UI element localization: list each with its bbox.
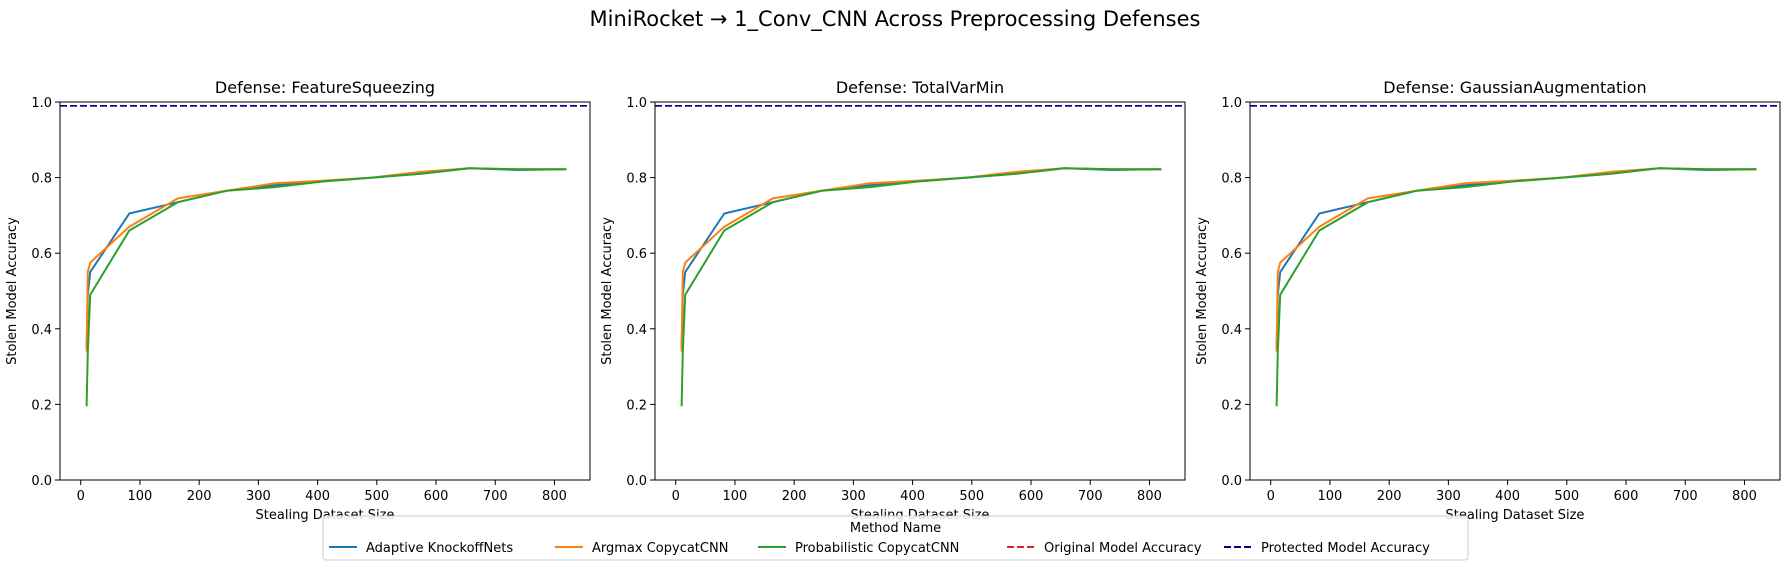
y-tick-label: 0.6 [626, 247, 647, 262]
x-tick-label: 600 [1614, 489, 1639, 504]
x-tick-label: 700 [1078, 489, 1103, 504]
series-line-argmax-copycatcnn [1275, 167, 1757, 352]
subplot-title: Defense: TotalVarMin [836, 78, 1004, 97]
x-tick-label: 700 [483, 489, 508, 504]
legend-box [322, 515, 1469, 561]
y-tick-label: 0.8 [1221, 172, 1242, 187]
series-line-argmax-copycatcnn [680, 167, 1162, 352]
axes-frame [1249, 101, 1781, 481]
x-tick-label: 200 [782, 489, 807, 504]
subplot-3: Defense: GaussianAugmentation 0 100 200 300 4… [1195, 78, 1781, 523]
legend: Method Name Adaptive KnockoffNets Argmax C… [322, 515, 1469, 561]
y-tick-label: 1.0 [626, 96, 647, 111]
x-tick-label: 100 [1318, 489, 1343, 504]
legend-label: Adaptive KnockoffNets [366, 541, 513, 556]
y-axis-label: Stolen Model Accuracy [1195, 217, 1210, 365]
y-axis-label: Stolen Model Accuracy [5, 217, 20, 365]
subplot-title: Defense: GaussianAugmentation [1383, 78, 1646, 97]
x-tick-label: 100 [128, 489, 153, 504]
y-tick-label: 0.6 [1221, 247, 1242, 262]
y-tick-label: 0.4 [31, 323, 52, 338]
y-tick-label: 0.0 [1221, 474, 1242, 489]
y-axis-label: Stolen Model Accuracy [600, 217, 615, 365]
subplot-1: Defense: FeatureSqueezing 0 100 200 300 400 50… [5, 78, 591, 523]
x-tick-label: 400 [900, 489, 925, 504]
y-tick-label: 0.8 [626, 172, 647, 187]
legend-item-probabilistic-copycatcnn: Probabilistic CopycatCNN [758, 541, 959, 556]
y-tick-label: 0.0 [31, 474, 52, 489]
figure-title: MiniRocket → 1_Conv_CNN Across Preproces… [590, 7, 1201, 32]
x-tick-label: 100 [723, 489, 748, 504]
x-tick-label: 400 [305, 489, 330, 504]
x-tick-label: 0 [77, 489, 85, 504]
subplot-2: Defense: TotalVarMin 0 100 200 300 400 500 600 7… [600, 78, 1186, 523]
x-axis-label: Stealing Dataset Size [1446, 508, 1585, 523]
series-line-adaptive-knockoffnets [85, 167, 567, 348]
series-group [1275, 167, 1757, 407]
legend-item-argmax-copycatcnn: Argmax CopycatCNN [555, 541, 728, 556]
x-tick-label: 200 [187, 489, 212, 504]
legend-item-original-model-accuracy: Original Model Accuracy [1007, 541, 1202, 556]
y-tick-label: 0.4 [626, 323, 647, 338]
x-tick-label: 300 [1436, 489, 1461, 504]
series-line-probabilistic-copycatcnn [85, 167, 567, 407]
y-tick-label: 0.2 [31, 398, 52, 413]
y-tick-label: 0.2 [626, 398, 647, 413]
x-tick-label: 500 [959, 489, 984, 504]
series-line-adaptive-knockoffnets [1275, 167, 1757, 348]
x-tick-label: 300 [246, 489, 271, 504]
legend-label: Argmax CopycatCNN [592, 541, 728, 556]
x-tick-label: 500 [364, 489, 389, 504]
series-group [85, 167, 567, 407]
x-tick-label: 0 [1267, 489, 1275, 504]
series-line-argmax-copycatcnn [85, 167, 567, 352]
x-tick-label: 800 [1732, 489, 1757, 504]
x-tick-label: 600 [424, 489, 449, 504]
axes-frame [654, 101, 1186, 481]
series-line-adaptive-knockoffnets [680, 167, 1162, 348]
y-tick-label: 1.0 [1221, 96, 1242, 111]
legend-label: Protected Model Accuracy [1261, 541, 1430, 556]
x-tick-label: 300 [841, 489, 866, 504]
x-tick-label: 700 [1673, 489, 1698, 504]
legend-label: Original Model Accuracy [1044, 541, 1202, 556]
series-group [680, 167, 1162, 407]
axes-frame [59, 101, 591, 481]
x-tick-label: 200 [1377, 489, 1402, 504]
y-tick-label: 0.4 [1221, 323, 1242, 338]
y-tick-label: 0.0 [626, 474, 647, 489]
legend-title: Method Name [850, 521, 941, 536]
y-tick-label: 1.0 [31, 96, 52, 111]
x-tick-label: 800 [1137, 489, 1162, 504]
x-tick-label: 0 [672, 489, 680, 504]
subplot-title: Defense: FeatureSqueezing [215, 78, 435, 97]
legend-label: Probabilistic CopycatCNN [795, 541, 959, 556]
legend-item-protected-model-accuracy: Protected Model Accuracy [1224, 541, 1430, 556]
x-tick-label: 400 [1495, 489, 1520, 504]
legend-item-adaptive-knockoffnets: Adaptive KnockoffNets [329, 541, 513, 556]
y-tick-label: 0.8 [31, 172, 52, 187]
y-tick-label: 0.6 [31, 247, 52, 262]
x-tick-label: 800 [542, 489, 567, 504]
subplots: Defense: FeatureSqueezing 0 100 200 300 400 50… [5, 78, 1781, 523]
x-tick-label: 600 [1019, 489, 1044, 504]
y-tick-label: 0.2 [1221, 398, 1242, 413]
series-line-probabilistic-copycatcnn [1275, 167, 1757, 407]
x-tick-label: 500 [1554, 489, 1579, 504]
series-line-probabilistic-copycatcnn [680, 167, 1162, 407]
